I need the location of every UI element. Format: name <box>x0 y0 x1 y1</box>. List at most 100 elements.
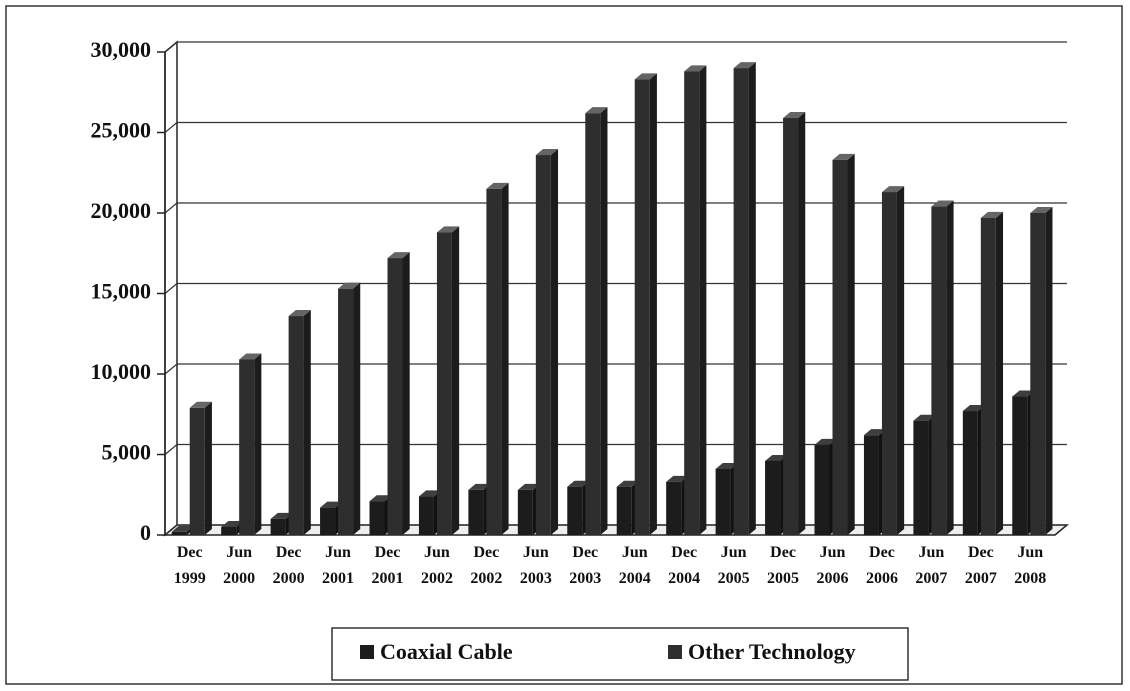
x-tick-label: Jun 2007 <box>915 544 947 587</box>
bar-top <box>585 107 608 114</box>
bar-side <box>550 149 559 536</box>
y-tick-label: 10,000 <box>91 359 152 384</box>
bar <box>517 489 533 535</box>
bar <box>468 489 484 535</box>
bar <box>221 526 237 535</box>
bar <box>931 206 947 535</box>
x-tick-label: Jun 2005 <box>718 544 750 587</box>
x-tick-label: Dec 2005 <box>767 544 799 587</box>
x-tick-label: Dec 2007 <box>965 544 997 587</box>
bar <box>863 435 879 535</box>
bar-top <box>567 480 590 487</box>
grid-line <box>164 282 1067 294</box>
bar <box>189 407 205 535</box>
bar-top <box>684 65 707 72</box>
bar-side <box>847 153 855 535</box>
bar-top <box>387 252 410 259</box>
bar-top <box>369 495 392 502</box>
bar-side <box>303 310 311 535</box>
bar <box>684 71 700 535</box>
bar-top <box>468 483 491 490</box>
x-tick-label: Dec 2006 <box>866 544 898 587</box>
bar-top <box>1012 390 1035 397</box>
bar-side <box>254 353 262 535</box>
bar-top <box>733 62 756 69</box>
grid-line <box>164 41 1067 53</box>
grid-line <box>164 121 1067 133</box>
bar <box>715 468 731 535</box>
bar <box>913 420 929 535</box>
x-tick-label: Jun 2000 <box>223 544 255 587</box>
y-tick-label: 30,000 <box>91 37 152 62</box>
x-tick-label: Dec 2004 <box>668 544 700 587</box>
bar <box>338 288 354 535</box>
y-tick-label: 0 <box>140 520 151 545</box>
bar-top <box>270 512 293 519</box>
bar <box>320 507 336 535</box>
legend-label: Other Technology <box>688 639 856 664</box>
x-tick-label: Jun 2002 <box>421 544 453 587</box>
bar <box>1012 396 1028 535</box>
bar-side <box>501 182 509 535</box>
bar-side <box>946 200 954 535</box>
bar-side <box>353 282 361 535</box>
bar-top <box>962 405 986 412</box>
bar-top <box>913 414 936 421</box>
bar-top <box>634 73 657 80</box>
bar <box>634 79 650 536</box>
frame <box>5 5 1123 685</box>
grid-line <box>164 363 1067 375</box>
bar <box>962 411 978 535</box>
bar-top <box>1030 207 1053 213</box>
bar-top <box>418 490 442 497</box>
bar <box>288 316 304 535</box>
bar-top <box>320 501 343 508</box>
bar-top <box>765 454 788 461</box>
bar-side <box>1045 207 1053 535</box>
x-tick-label: Jun 2001 <box>322 544 354 587</box>
x-tick-label: Jun 2006 <box>817 544 849 587</box>
bar-top <box>881 186 905 193</box>
bar-top <box>517 483 541 490</box>
bar-side <box>600 107 608 536</box>
grid-line <box>164 443 1067 455</box>
bar <box>436 232 452 535</box>
bar-top <box>171 525 194 532</box>
bar-top <box>980 211 1004 218</box>
legend-swatch <box>360 645 374 659</box>
bar <box>733 68 749 535</box>
y-tick-label: 25,000 <box>91 118 152 143</box>
x-tick-label: Dec 2003 <box>569 544 601 587</box>
bar-top <box>715 462 738 469</box>
x-tick-label: Dec 1999 <box>174 544 206 587</box>
bar <box>585 113 601 536</box>
bar <box>486 188 502 535</box>
y-tick-label: 20,000 <box>91 198 152 223</box>
bar <box>881 192 897 535</box>
bar-top <box>338 282 361 289</box>
x-tick-label: Jun 2004 <box>619 544 651 587</box>
bar <box>387 258 403 535</box>
bar-side <box>649 73 657 536</box>
bar <box>239 359 255 535</box>
bar-side <box>798 112 806 535</box>
bar <box>418 496 434 535</box>
bar-side <box>204 401 212 535</box>
x-tick-label: Dec 2002 <box>470 544 502 587</box>
x-tick-label: Jun 2003 <box>520 544 552 587</box>
bar <box>171 531 187 535</box>
y-tick-label: 15,000 <box>91 279 152 304</box>
bar-top <box>616 480 639 487</box>
bar <box>616 486 632 535</box>
y-tick-label: 5,000 <box>102 440 152 465</box>
bar-side <box>896 186 905 535</box>
bar <box>980 217 996 535</box>
legend-label: Coaxial Cable <box>380 639 513 664</box>
bar-top <box>436 226 460 233</box>
bar-top <box>863 429 887 436</box>
legend-swatch <box>668 645 682 659</box>
bar <box>270 518 286 535</box>
bar-side <box>748 62 756 535</box>
bar-side <box>995 211 1004 535</box>
bar-top <box>221 520 244 527</box>
